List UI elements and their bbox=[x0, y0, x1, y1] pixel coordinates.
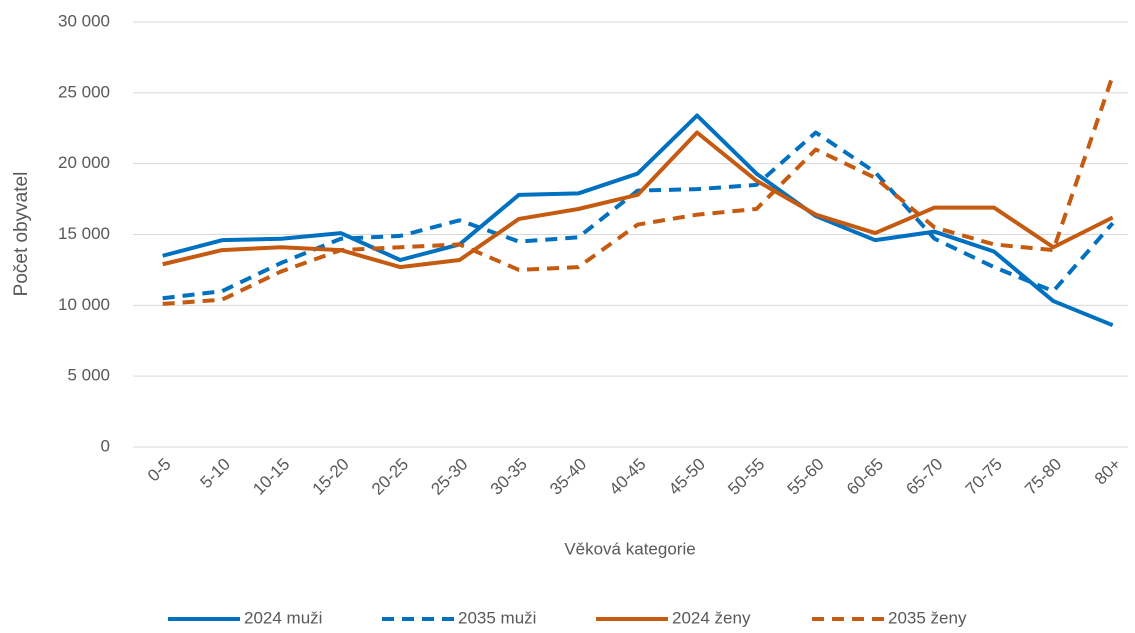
x-tick-label: 25-30 bbox=[427, 455, 471, 499]
line-series bbox=[162, 113, 1114, 328]
x-tick-label: 75-80 bbox=[1021, 455, 1065, 499]
x-tick-label: 35-40 bbox=[546, 455, 590, 499]
x-tick-label: 20-25 bbox=[368, 455, 412, 499]
legend-label: 2035 ženy bbox=[888, 608, 967, 627]
x-axis-title: Věková kategorie bbox=[564, 539, 695, 558]
y-tick-label: 20 000 bbox=[58, 153, 110, 172]
x-tick-label: 30-35 bbox=[487, 455, 531, 499]
y-tick-label: 25 000 bbox=[58, 82, 110, 101]
x-tick-label: 0-5 bbox=[144, 455, 175, 486]
x-tick-label: 40-45 bbox=[606, 455, 650, 499]
y-tick-label: 0 bbox=[101, 436, 110, 455]
x-tick-label: 65-70 bbox=[902, 455, 946, 499]
y-tick-label: 10 000 bbox=[58, 295, 110, 314]
x-tick-label: 50-55 bbox=[724, 455, 768, 499]
x-tick-label: 55-60 bbox=[784, 455, 828, 499]
line-series bbox=[162, 130, 1114, 270]
line-series bbox=[162, 75, 1115, 306]
legend-label: 2024 ženy bbox=[672, 608, 751, 627]
y-tick-label: 15 000 bbox=[58, 224, 110, 243]
x-tick-label: 70-75 bbox=[962, 455, 1006, 499]
legend-label: 2035 muži bbox=[458, 608, 536, 627]
y-tick-label: 5 000 bbox=[67, 366, 110, 385]
x-tick-label: 10-15 bbox=[249, 455, 293, 499]
x-tick-label: 15-20 bbox=[309, 455, 353, 499]
x-tick-label: 5-10 bbox=[197, 455, 234, 492]
x-tick-label: 45-50 bbox=[665, 455, 709, 499]
y-axis-title: Počet obyvatel bbox=[11, 172, 32, 297]
y-tick-label: 30 000 bbox=[58, 11, 110, 30]
legend-label: 2024 muži bbox=[244, 608, 322, 627]
x-tick-label: 80+ bbox=[1091, 455, 1125, 489]
x-tick-label: 60-65 bbox=[843, 455, 887, 499]
line-series bbox=[162, 130, 1115, 301]
